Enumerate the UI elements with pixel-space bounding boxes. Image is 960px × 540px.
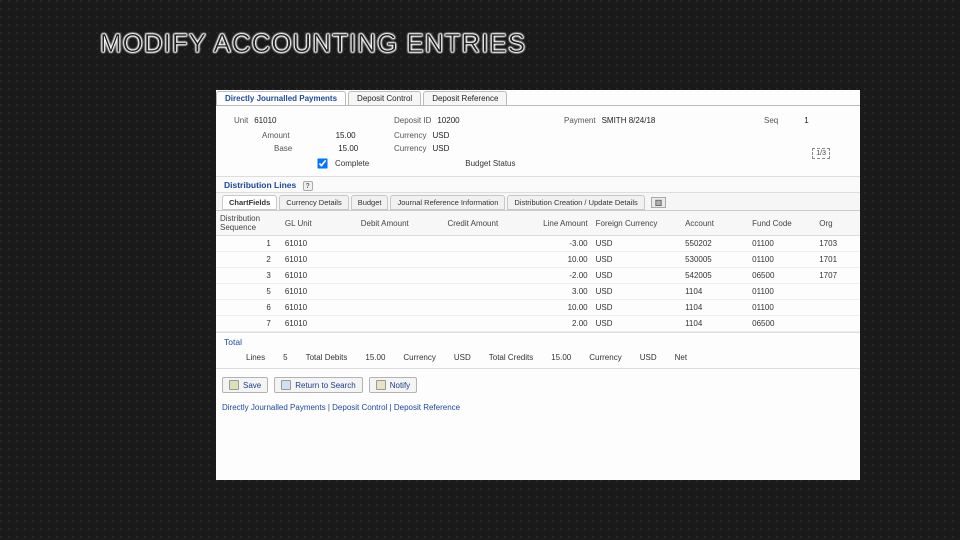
budget-status-label: Budget Status: [465, 159, 515, 168]
col-org: Org: [815, 211, 860, 236]
total-debits-value: 15.00: [365, 353, 385, 362]
complete-checkbox[interactable]: [317, 158, 327, 168]
table-row[interactable]: 7610102.00USD110406500: [216, 316, 860, 332]
rate-box: 1/3: [812, 148, 830, 159]
currency-value-1: USD: [454, 353, 471, 362]
complete-label: Complete: [335, 159, 369, 168]
slide-title: MODIFY ACCOUNTING ENTRIES: [100, 28, 526, 59]
currency1-value: USD: [432, 131, 449, 140]
total-credits-label: Total Credits: [489, 353, 533, 362]
amount-label: Amount: [262, 131, 290, 140]
amount-value: 15.00: [336, 131, 356, 140]
col-account: Account: [681, 211, 748, 236]
unit-label: Unit: [234, 116, 248, 125]
distribution-lines-text: Distribution Lines: [224, 180, 296, 190]
return-to-search-button[interactable]: Return to Search: [274, 377, 362, 393]
distribution-lines-title: Distribution Lines ?: [216, 176, 860, 193]
footer-links: Directly Journalled Payments | Deposit C…: [216, 399, 860, 416]
net-label: Net: [675, 353, 687, 362]
depositid-label: Deposit ID: [394, 116, 431, 125]
total-section-label: Total: [216, 332, 860, 349]
seq-value: 1: [804, 116, 808, 125]
header-row-1: Unit 61010 Deposit ID 10200 Payment SMIT…: [216, 106, 860, 129]
col-credit: Credit Amount: [413, 211, 502, 236]
subtab-chartfields[interactable]: ChartFields: [222, 195, 277, 210]
notify-button[interactable]: Notify: [369, 377, 417, 393]
save-button[interactable]: Save: [222, 377, 268, 393]
table-row[interactable]: 66101010.00USD110401100: [216, 300, 860, 316]
tab-bar: Directly Journalled Payments Deposit Con…: [216, 90, 860, 106]
lines-label: Lines: [246, 353, 265, 362]
col-dist-seq: Distribution Sequence: [216, 211, 281, 236]
tab-deposit-control[interactable]: Deposit Control: [348, 91, 421, 105]
lines-value: 5: [283, 353, 287, 362]
base-label: Base: [274, 144, 292, 153]
expand-all-icon[interactable]: ▥: [651, 197, 667, 208]
col-foreign-currency: Foreign Currency: [592, 211, 681, 236]
footer-link-djp[interactable]: Directly Journalled Payments: [222, 403, 326, 412]
app-window: Directly Journalled Payments Deposit Con…: [216, 90, 860, 480]
subtab-budget[interactable]: Budget: [351, 195, 389, 210]
col-fund: Fund Code: [748, 211, 815, 236]
currency1-label: Currency: [394, 131, 426, 140]
complete-row: Complete Budget Status: [216, 157, 860, 176]
subtab-currency-details[interactable]: Currency Details: [279, 195, 348, 210]
header-row-3: Base 15.00 Currency USD: [216, 144, 860, 157]
tab-deposit-reference[interactable]: Deposit Reference: [423, 91, 507, 105]
depositid-value: 10200: [437, 116, 459, 125]
tab-directly-journalled[interactable]: Directly Journalled Payments: [216, 91, 346, 105]
save-icon: [229, 380, 239, 390]
col-debit: Debit Amount: [335, 211, 413, 236]
header-row-2: Amount 15.00 Currency USD: [216, 129, 860, 144]
base-value: 15.00: [338, 144, 358, 153]
return-label: Return to Search: [295, 381, 355, 390]
totals-row: Lines 5 Total Debits 15.00 Currency USD …: [216, 349, 860, 369]
button-bar: Save Return to Search Notify: [216, 369, 860, 399]
subtab-dist-creation[interactable]: Distribution Creation / Update Details: [507, 195, 644, 210]
table-row[interactable]: 361010-2.00USD542005065001707: [216, 268, 860, 284]
table-row[interactable]: 5610103.00USD110401100: [216, 284, 860, 300]
footer-link-deposit-control[interactable]: Deposit Control: [332, 403, 387, 412]
distribution-grid: Distribution Sequence GL Unit Debit Amou…: [216, 211, 860, 332]
help-icon[interactable]: ?: [303, 181, 313, 191]
col-line-amt: Line Amount: [502, 211, 591, 236]
unit-value: 61010: [254, 116, 276, 125]
subtab-journal-ref[interactable]: Journal Reference Information: [390, 195, 505, 210]
col-gl-unit: GL Unit: [281, 211, 335, 236]
currency2-value: USD: [432, 144, 449, 153]
seq-label: Seq: [764, 116, 778, 125]
currency-label-2: Currency: [589, 353, 621, 362]
save-label: Save: [243, 381, 261, 390]
notify-label: Notify: [390, 381, 410, 390]
total-debits-label: Total Debits: [306, 353, 348, 362]
notify-icon: [376, 380, 386, 390]
table-row[interactable]: 161010-3.00USD550202011001703: [216, 236, 860, 252]
payment-label: Payment: [564, 116, 596, 125]
payment-value: SMITH 8/24/18: [602, 116, 656, 125]
table-row[interactable]: 26101010.00USD530005011001701: [216, 252, 860, 268]
currency-value-2: USD: [640, 353, 657, 362]
search-icon: [281, 380, 291, 390]
currency2-label: Currency: [394, 144, 426, 153]
currency-label-1: Currency: [403, 353, 435, 362]
total-credits-value: 15.00: [551, 353, 571, 362]
subtab-bar: ChartFields Currency Details Budget Jour…: [216, 193, 860, 211]
footer-link-deposit-reference[interactable]: Deposit Reference: [394, 403, 460, 412]
